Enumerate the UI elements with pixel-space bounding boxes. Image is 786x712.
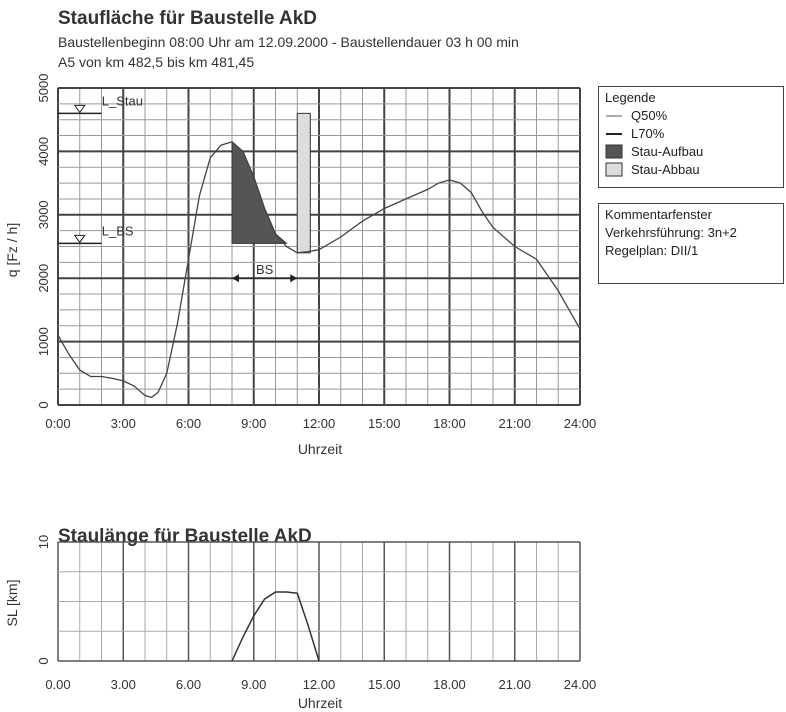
capacity-marker-icon <box>73 234 86 244</box>
y-tick-label: 1000 <box>36 327 51 356</box>
x-tick-label: 6:00 <box>176 416 201 431</box>
y-tick-label: 2000 <box>36 264 51 293</box>
bs-annotation: BS <box>256 262 274 277</box>
x-tick-label: 15.00 <box>368 677 401 692</box>
comment-box: Kommentarfenster Verkehrsführung: 3n+2 R… <box>598 203 784 284</box>
capacity-marker-icon <box>73 104 86 114</box>
legend-label: Stau-Abbau <box>631 162 700 177</box>
x-tick-label: 24:00 <box>564 416 597 431</box>
main-chart-grid <box>57 87 581 406</box>
length-chart-title: Staulänge für Baustelle AkD <box>58 526 312 547</box>
comment-line: Regelplan: DII/1 <box>605 243 699 258</box>
x-tick-label: 24.00 <box>564 677 597 692</box>
y-tick-label: 3000 <box>36 200 51 229</box>
capacity-line-label: L_Stau <box>102 93 143 108</box>
x-tick-label: 9.00 <box>241 677 266 692</box>
capacity-line-label: L_BS <box>102 223 134 238</box>
bs-arrow-left-icon <box>232 274 239 283</box>
legend-label: L70% <box>631 126 665 141</box>
x-tick-label: 21.00 <box>498 677 531 692</box>
y-tick-label: 0 <box>36 401 51 408</box>
bs-arrow-right-icon <box>290 274 298 283</box>
legend-thick-line-icon <box>606 133 622 135</box>
main-chart-subtitle-1: Baustellenbeginn 08:00 Uhr am 12.09.2000… <box>58 34 519 50</box>
main-chart-ylabel: q [Fz / h] <box>4 223 20 277</box>
series-line-q50 <box>57 141 581 399</box>
legend-light-fill-icon <box>605 162 623 177</box>
x-tick-label: 18:00 <box>433 416 466 431</box>
x-tick-label: 3:00 <box>111 416 136 431</box>
legend-box: Legende Q50% L70% Stau-Aufbau Stau-Abbau <box>598 86 784 188</box>
length-chart-grid <box>57 541 581 662</box>
stau-abbau-bar <box>296 112 311 254</box>
main-chart-marks: L_Stau L_BS BS <box>57 93 581 399</box>
legend-dark-fill-icon <box>605 144 623 159</box>
legend-title: Legende <box>605 90 656 105</box>
y-tick-label: 10 <box>36 535 51 549</box>
legend-label: Q50% <box>631 108 668 123</box>
x-tick-label: 0:00 <box>45 416 70 431</box>
legend-label: Stau-Aufbau <box>631 144 704 159</box>
legend-thin-line-icon <box>606 115 622 117</box>
x-tick-label: 15:00 <box>368 416 401 431</box>
x-tick-label: 18.00 <box>433 677 466 692</box>
x-tick-label: 12:00 <box>303 416 336 431</box>
x-tick-label: 21:00 <box>498 416 531 431</box>
y-tick-label: 5000 <box>36 74 51 103</box>
x-tick-label: 12.00 <box>303 677 336 692</box>
main-chart-xlabel: Uhrzeit <box>298 441 342 457</box>
comment-line: Verkehrsführung: 3n+2 <box>605 225 737 240</box>
length-chart-ticks: 0.00 3.00 6.00 9.00 12.00 15.00 18.00 21.00 24.0… <box>36 535 596 692</box>
x-tick-label: 3.00 <box>111 677 136 692</box>
main-chart-subtitle-2: A5 von km 482,5 bis km 481,45 <box>58 54 254 70</box>
main-chart-title: Staufläche für Baustelle AkD <box>58 8 317 29</box>
y-tick-label: 4000 <box>36 137 51 166</box>
x-tick-label: 9:00 <box>241 416 266 431</box>
y-tick-label: 0 <box>36 657 51 664</box>
comment-title: Kommentarfenster <box>605 207 712 222</box>
length-chart-xlabel: Uhrzeit <box>298 695 342 711</box>
length-chart-ylabel: SL [km] <box>4 580 20 627</box>
main-chart-ticks: 0:00 3:00 6:00 9:00 12:00 15:00 18:00 21:00 24:0… <box>36 74 596 431</box>
x-tick-label: 0.00 <box>45 677 70 692</box>
x-tick-label: 6.00 <box>176 677 201 692</box>
series-line-staulaenge <box>231 591 320 662</box>
length-chart-marks <box>231 591 320 662</box>
